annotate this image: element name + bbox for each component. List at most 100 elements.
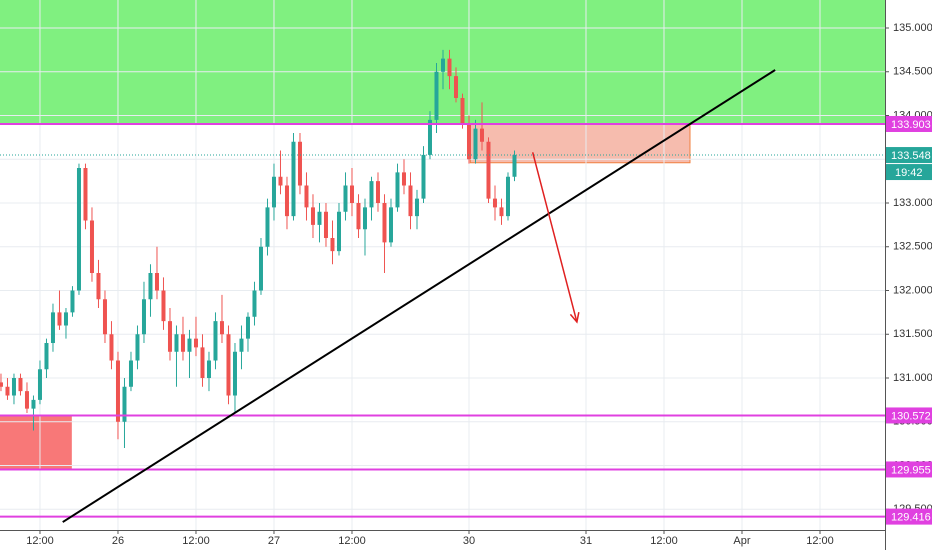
level-label: 130.572 bbox=[891, 410, 931, 422]
candle-body bbox=[57, 312, 62, 326]
candle-body bbox=[401, 172, 406, 186]
candle-body bbox=[466, 124, 471, 160]
candle-body bbox=[291, 141, 296, 217]
candle-body bbox=[245, 316, 250, 339]
candle-body bbox=[63, 312, 68, 326]
candle-body bbox=[148, 273, 153, 300]
candle-body bbox=[447, 58, 452, 77]
candle-body bbox=[24, 391, 29, 409]
price-axis bbox=[885, 0, 932, 550]
candle-body bbox=[239, 338, 244, 352]
y-tick-label: 132.000 bbox=[893, 284, 932, 296]
candle-body bbox=[369, 181, 374, 208]
candle-body bbox=[128, 360, 133, 387]
x-tick-label: 12:00 bbox=[338, 535, 366, 547]
candle-body bbox=[226, 334, 231, 396]
candle-body bbox=[330, 238, 335, 252]
candle-body bbox=[167, 321, 172, 352]
candle-body bbox=[453, 76, 458, 99]
candle-body bbox=[180, 334, 185, 352]
x-tick-label: 31 bbox=[580, 535, 592, 547]
x-tick-label: Apr bbox=[733, 535, 750, 547]
x-tick-label: 30 bbox=[463, 535, 475, 547]
x-tick-label: 12:00 bbox=[650, 535, 678, 547]
x-tick-label: 12:00 bbox=[26, 535, 54, 547]
candle-body bbox=[0, 382, 3, 387]
x-tick-label: 12:00 bbox=[806, 535, 834, 547]
candle-body bbox=[434, 71, 439, 120]
candle-body bbox=[310, 207, 315, 225]
candle-body bbox=[427, 119, 432, 155]
candle-body bbox=[141, 299, 146, 335]
candle-body bbox=[323, 211, 328, 239]
candle-body bbox=[486, 141, 491, 199]
y-tick-label: 131.000 bbox=[893, 372, 932, 384]
candle-body bbox=[278, 176, 283, 186]
candle-body bbox=[388, 207, 393, 243]
arrow bbox=[531, 152, 578, 323]
level-label: 129.416 bbox=[891, 512, 931, 524]
current-price-label-box bbox=[886, 147, 932, 164]
candle-body bbox=[37, 369, 42, 400]
candle-body bbox=[252, 290, 257, 317]
candle-body bbox=[154, 273, 159, 291]
candle-body bbox=[5, 386, 10, 396]
candle-body bbox=[135, 334, 140, 361]
candle-body bbox=[499, 207, 504, 217]
candle-body bbox=[492, 198, 497, 208]
candle-body bbox=[50, 312, 55, 344]
candle-body bbox=[258, 246, 263, 291]
candle-body bbox=[102, 299, 107, 335]
candle-body bbox=[297, 141, 302, 186]
candle-body bbox=[375, 181, 380, 204]
candle-body bbox=[362, 207, 367, 230]
y-tick-label: 131.500 bbox=[893, 328, 932, 340]
zone bbox=[469, 123, 691, 164]
candle-body bbox=[505, 176, 510, 217]
candle-body bbox=[440, 58, 445, 72]
candle-body bbox=[18, 378, 23, 392]
candle-body bbox=[161, 290, 166, 322]
candle-body bbox=[206, 360, 211, 379]
current-price-label: 133.548 bbox=[891, 150, 931, 162]
x-tick-label: 27 bbox=[268, 535, 280, 547]
y-tick-label: 132.500 bbox=[893, 241, 932, 253]
candle-body bbox=[109, 334, 114, 361]
candle-body bbox=[382, 203, 387, 243]
candle-body bbox=[83, 168, 88, 221]
level-label: 133.903 bbox=[891, 119, 931, 131]
candle-body bbox=[343, 185, 348, 212]
level-label-box bbox=[886, 461, 932, 478]
candle-body bbox=[265, 207, 270, 247]
x-tick-label: 26 bbox=[112, 535, 124, 547]
candle-body bbox=[187, 338, 192, 352]
candle-body bbox=[421, 154, 426, 199]
candle-body bbox=[174, 334, 179, 352]
timer-box bbox=[886, 164, 932, 181]
candle-body bbox=[512, 154, 517, 177]
level-label-box bbox=[886, 407, 932, 424]
zone bbox=[0, 415, 72, 470]
candle-body bbox=[219, 321, 224, 335]
candle-body bbox=[96, 273, 101, 300]
candle-body bbox=[44, 343, 49, 370]
y-tick-label: 134.500 bbox=[893, 66, 932, 78]
x-tick-label: 12:00 bbox=[182, 535, 210, 547]
candle-body bbox=[193, 338, 198, 348]
arrow-head bbox=[569, 312, 580, 324]
candle-body bbox=[213, 321, 218, 361]
candle-body bbox=[473, 128, 478, 160]
candle-body bbox=[89, 220, 94, 274]
candle-body bbox=[76, 168, 81, 291]
level-label-box bbox=[886, 115, 932, 132]
candle-body bbox=[115, 360, 120, 422]
candle-body bbox=[200, 347, 205, 379]
candle-body bbox=[479, 128, 484, 142]
candle-body bbox=[317, 211, 322, 225]
y-tick-label: 133.000 bbox=[893, 197, 932, 209]
candle-body bbox=[11, 378, 16, 396]
candle-body bbox=[232, 351, 237, 396]
time-axis bbox=[0, 530, 885, 550]
candle-body bbox=[304, 185, 309, 208]
